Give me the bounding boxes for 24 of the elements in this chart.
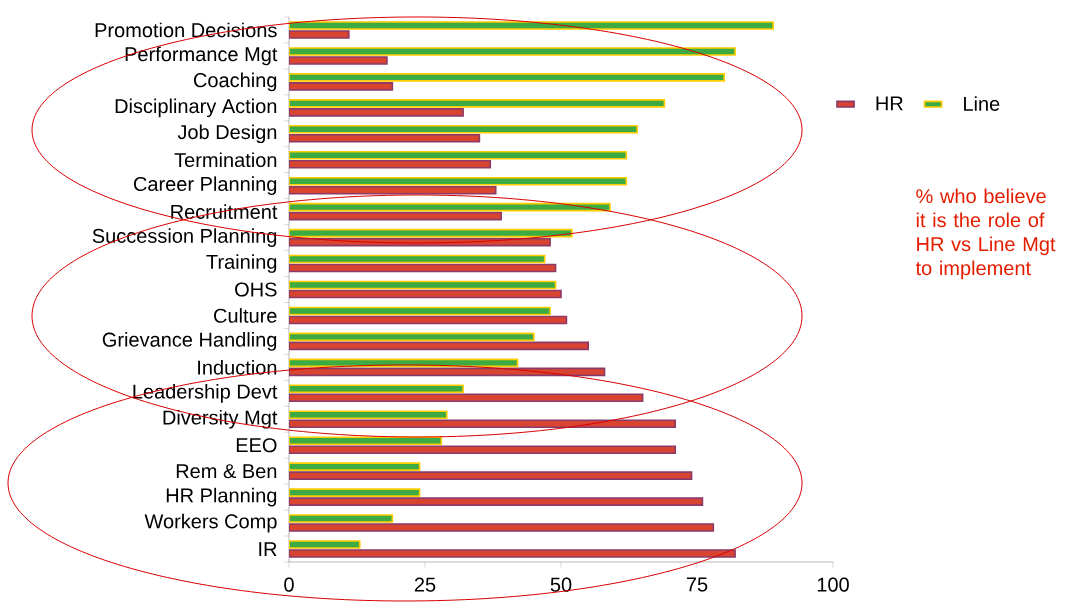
x-tick-label: 25 xyxy=(414,577,436,592)
x-tick-label: 0 xyxy=(284,577,294,592)
y-tick-label: Termination xyxy=(174,152,277,168)
y-tick-label: Performance Mgt xyxy=(125,46,278,66)
y-tick-label: Rem & Ben xyxy=(176,464,277,479)
y-tick-label: Culture xyxy=(214,308,277,323)
x-tick-label: 50 xyxy=(550,577,572,592)
y-tick-label: EEO xyxy=(236,438,277,453)
text: % who believe it is the role of HR vs Line Mgt to implement xyxy=(915,188,1056,280)
legend-label: HR xyxy=(876,96,903,111)
x-tick-label: 75 xyxy=(686,577,708,592)
y-tick-label: OHS xyxy=(235,282,277,297)
x-tick-label: 100 xyxy=(817,577,849,592)
y-tick-label: Induction xyxy=(198,360,277,375)
y-tick-label: IR xyxy=(259,542,277,556)
y-tick-label: Grievance Handling xyxy=(102,332,277,351)
y-tick-label: Workers Comp xyxy=(144,513,277,533)
y-tick-label: Job Design xyxy=(177,124,277,144)
y-tick-label: Disciplinary Action xyxy=(115,98,277,118)
legend-label: Line xyxy=(964,96,1000,111)
y-tick-label: Career Planning xyxy=(133,176,277,196)
y-tick-label: Training xyxy=(206,254,277,273)
y-tick-label: HR Planning xyxy=(166,487,277,507)
y-tick-label: Coaching xyxy=(193,72,277,92)
